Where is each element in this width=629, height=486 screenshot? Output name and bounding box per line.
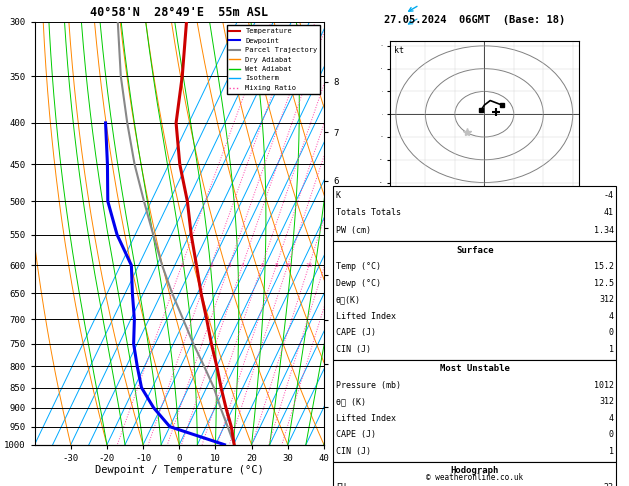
Text: Pressure (mb): Pressure (mb) [336, 381, 401, 390]
Text: 23: 23 [604, 483, 614, 486]
Text: CIN (J): CIN (J) [336, 447, 371, 456]
X-axis label: Dewpoint / Temperature (°C): Dewpoint / Temperature (°C) [95, 466, 264, 475]
Text: 15: 15 [305, 263, 313, 268]
Text: 2: 2 [209, 263, 213, 268]
Text: © weatheronline.co.uk: © weatheronline.co.uk [426, 473, 523, 482]
Text: 0: 0 [609, 329, 614, 337]
Text: 3: 3 [227, 263, 231, 268]
Text: EH: EH [336, 483, 346, 486]
Text: Lifted Index: Lifted Index [336, 312, 396, 321]
Text: Most Unstable: Most Unstable [440, 364, 510, 373]
Text: 10: 10 [284, 263, 291, 268]
Text: Temp (°C): Temp (°C) [336, 262, 381, 271]
Text: 8: 8 [274, 263, 278, 268]
Text: Lifted Index: Lifted Index [336, 414, 396, 423]
Title: 40°58'N  28°49'E  55m ASL: 40°58'N 28°49'E 55m ASL [90, 6, 269, 19]
Text: CIN (J): CIN (J) [336, 345, 371, 354]
Text: 1012: 1012 [594, 381, 614, 390]
Text: kt: kt [394, 46, 404, 55]
Text: Dewp (°C): Dewp (°C) [336, 279, 381, 288]
Text: 4: 4 [609, 414, 614, 423]
Y-axis label: hPa: hPa [0, 224, 1, 243]
Legend: Temperature, Dewpoint, Parcel Trajectory, Dry Adiabat, Wet Adiabat, Isotherm, Mi: Temperature, Dewpoint, Parcel Trajectory… [226, 25, 320, 94]
Text: CAPE (J): CAPE (J) [336, 329, 376, 337]
Text: Mixing Ratio (g/kg): Mixing Ratio (g/kg) [365, 190, 375, 277]
Text: 312: 312 [599, 295, 614, 304]
Text: 312: 312 [599, 398, 614, 406]
Text: K: K [336, 191, 341, 200]
Text: Surface: Surface [456, 246, 494, 255]
Text: θᴄ (K): θᴄ (K) [336, 398, 366, 406]
Text: 12.5: 12.5 [594, 279, 614, 288]
Text: 27.05.2024  06GMT  (Base: 18): 27.05.2024 06GMT (Base: 18) [384, 15, 565, 25]
Text: PW (cm): PW (cm) [336, 226, 371, 235]
Text: 1: 1 [180, 263, 184, 268]
Text: Hodograph: Hodograph [451, 467, 499, 475]
Text: 1: 1 [609, 447, 614, 456]
Text: 6: 6 [260, 263, 264, 268]
Text: θᴄ(K): θᴄ(K) [336, 295, 361, 304]
Text: 0: 0 [609, 431, 614, 439]
Text: 41: 41 [604, 208, 614, 217]
Text: 1.34: 1.34 [594, 226, 614, 235]
Text: Totals Totals: Totals Totals [336, 208, 401, 217]
Text: 15.2: 15.2 [594, 262, 614, 271]
Text: CAPE (J): CAPE (J) [336, 431, 376, 439]
Text: 4: 4 [241, 263, 245, 268]
Text: -4: -4 [604, 191, 614, 200]
Y-axis label: km
ASL: km ASL [342, 224, 357, 243]
Text: LCL: LCL [405, 422, 420, 431]
Text: 4: 4 [609, 312, 614, 321]
Text: 1: 1 [609, 345, 614, 354]
